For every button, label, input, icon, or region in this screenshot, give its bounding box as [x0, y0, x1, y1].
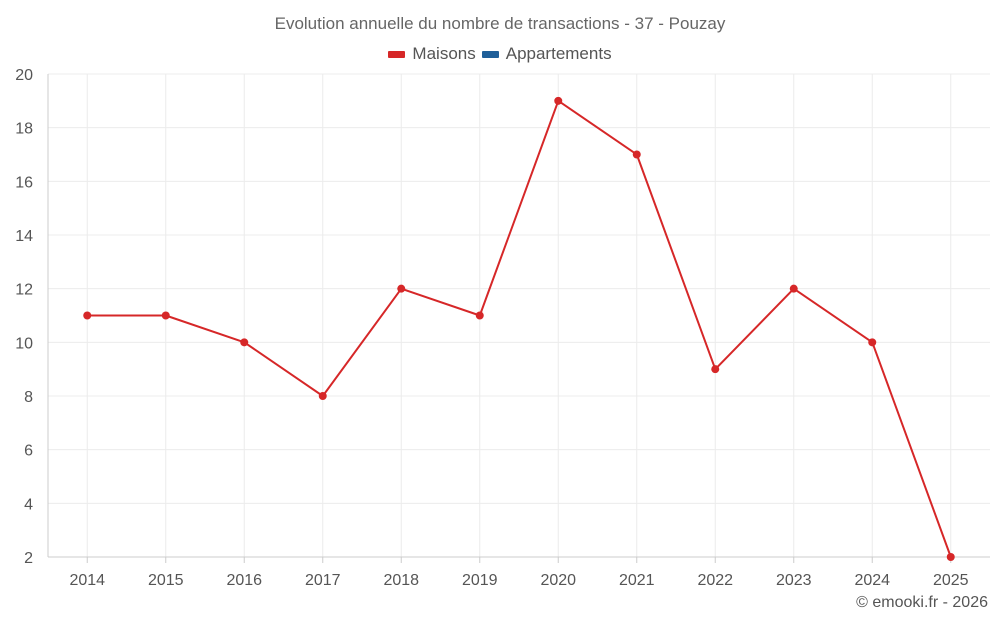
legend-label-appartements: Appartements — [505, 44, 612, 63]
x-tick-label: 2021 — [619, 572, 655, 589]
y-tick-label: 16 — [15, 174, 33, 191]
x-tick-label: 2019 — [462, 572, 498, 589]
x-axis-ticks: 2014 2015 2016 2017 2018 2019 2020 2021 2022 2023… — [69, 572, 968, 589]
series-layer — [83, 96, 955, 561]
x-tick-label: 2014 — [69, 572, 105, 589]
data-point[interactable] — [318, 392, 327, 400]
credit: © emooki.fr - 2026 — [856, 594, 988, 611]
data-point[interactable] — [554, 96, 563, 105]
chart-title: Evolution annuelle du nombre de transact… — [274, 14, 726, 33]
y-tick-label: 14 — [15, 228, 33, 245]
data-point[interactable] — [397, 284, 406, 293]
y-tick-label: 2 — [24, 550, 33, 567]
y-tick-label: 18 — [15, 121, 33, 138]
x-tick-label: 2017 — [305, 572, 341, 589]
data-point[interactable] — [632, 150, 641, 159]
y-tick-label: 8 — [24, 389, 33, 406]
data-point[interactable] — [711, 365, 720, 374]
legend-label-maisons: Maisons — [412, 44, 476, 63]
x-tick-label: 2018 — [383, 572, 419, 589]
x-tick-label: 2022 — [697, 572, 733, 589]
y-tick-label: 10 — [15, 335, 33, 352]
y-tick-label: 12 — [15, 282, 33, 299]
series-line-maisons — [87, 99, 952, 558]
x-tick-label: 2023 — [776, 572, 812, 589]
data-point[interactable] — [868, 338, 877, 347]
legend: Maisons Appartements — [0, 44, 1000, 64]
x-tick-label: 2020 — [540, 572, 576, 589]
y-tick-label: 4 — [24, 496, 33, 513]
grid — [48, 73, 990, 558]
legend-item-appartements[interactable]: Appartements — [481, 44, 612, 64]
legend-swatch-appartements — [481, 50, 499, 58]
legend-swatch-maisons — [388, 50, 406, 58]
x-tick-label: 2025 — [933, 572, 969, 589]
x-tick-label: 2015 — [148, 572, 184, 589]
y-tick-label: 20 — [15, 67, 33, 84]
data-point[interactable] — [475, 311, 484, 320]
y-tick-label: 6 — [24, 443, 33, 460]
x-tick-label: 2024 — [854, 572, 890, 589]
x-tick-label: 2016 — [226, 572, 262, 589]
data-point[interactable] — [946, 553, 955, 561]
data-point[interactable] — [83, 311, 92, 320]
data-point[interactable] — [789, 284, 798, 293]
axes — [47, 74, 990, 563]
y-axis-ticks: 2 4 6 8 10 12 14 16 18 20 — [15, 67, 33, 567]
data-point[interactable] — [161, 311, 170, 320]
data-point[interactable] — [240, 338, 249, 347]
legend-item-maisons[interactable]: Maisons — [388, 44, 476, 64]
